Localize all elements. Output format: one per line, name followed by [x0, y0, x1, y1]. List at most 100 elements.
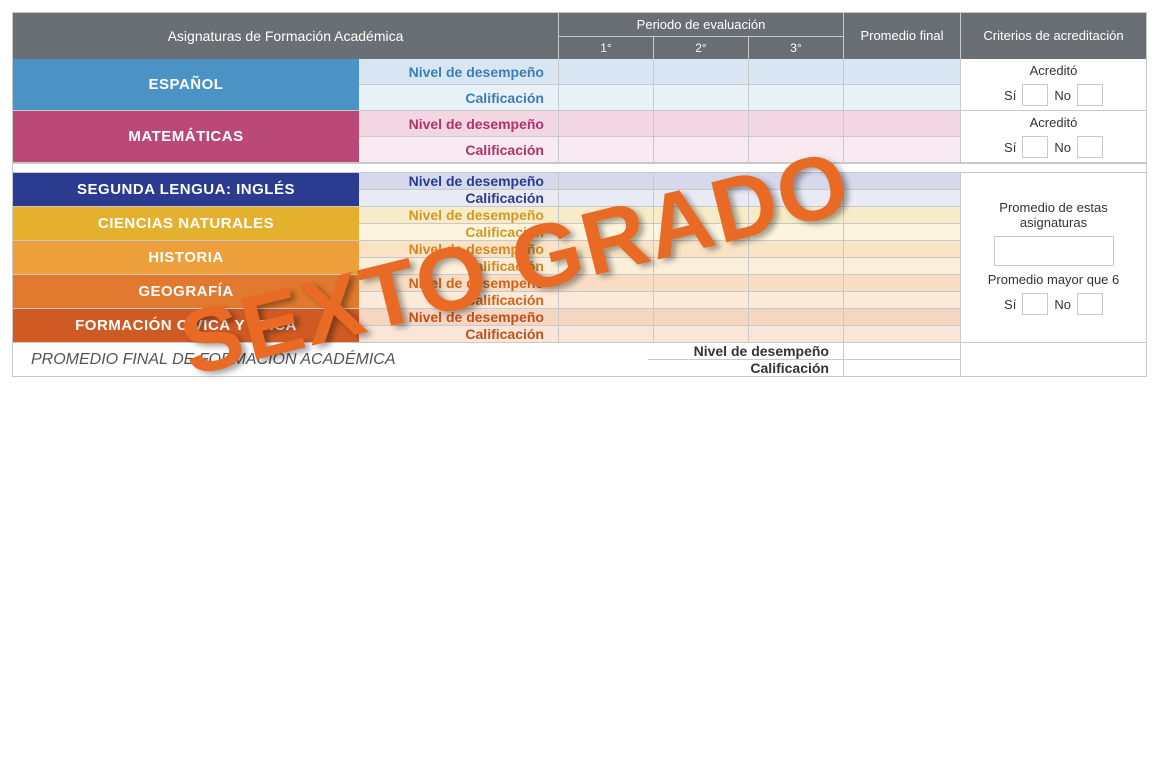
calif-final[interactable] [844, 292, 961, 308]
nivel-p3[interactable] [749, 173, 844, 189]
header-criteria: Criterios de acreditación [961, 13, 1146, 59]
subject-criteria: Acreditó Sí No [961, 111, 1146, 162]
nivel-p3[interactable] [749, 241, 844, 257]
calif-p1[interactable] [559, 137, 654, 162]
footer-nivel-label: Nivel de desempeño [648, 343, 844, 360]
nivel-p2[interactable] [654, 59, 749, 84]
subject-metrics: Nivel de desempeño Calificación [359, 59, 559, 110]
nivel-final[interactable] [844, 241, 961, 257]
header-p3: 3° [749, 37, 843, 59]
no-label: No [1054, 140, 1071, 155]
acredito-no-box[interactable] [1077, 136, 1103, 158]
nivel-final[interactable] [844, 309, 961, 325]
acredito-no-box[interactable] [1077, 84, 1103, 106]
nivel-label: Nivel de desempeño [359, 241, 559, 258]
calif-final[interactable] [844, 258, 961, 274]
nivel-p3[interactable] [749, 309, 844, 325]
header-periods: Periodo de evaluación 1° 2° 3° [559, 13, 844, 59]
footer-crit-blank [961, 343, 1146, 376]
calif-p3[interactable] [749, 224, 844, 240]
nivel-p1[interactable] [559, 173, 654, 189]
calif-p1[interactable] [559, 258, 654, 274]
nivel-p1[interactable] [559, 241, 654, 257]
calif-p2[interactable] [654, 326, 749, 342]
nivel-p3[interactable] [749, 207, 844, 223]
nivel-p2[interactable] [654, 207, 749, 223]
calif-p3[interactable] [749, 292, 844, 308]
table-header: Asignaturas de Formación Académica Perio… [13, 13, 1146, 59]
calif-final[interactable] [844, 85, 961, 110]
calif-p1[interactable] [559, 292, 654, 308]
calif-p3[interactable] [749, 137, 844, 162]
nivel-final[interactable] [844, 59, 961, 84]
acredito-si-box[interactable] [1022, 136, 1048, 158]
calif-p2[interactable] [654, 85, 749, 110]
subject-row: GEOGRAFÍA Nivel de desempeño Calificació… [13, 275, 961, 309]
header-p2: 2° [654, 37, 749, 59]
calif-final[interactable] [844, 137, 961, 162]
nivel-final[interactable] [844, 275, 961, 291]
nivel-p1[interactable] [559, 207, 654, 223]
acredito-label: Acreditó [1030, 63, 1078, 78]
nivel-final[interactable] [844, 173, 961, 189]
prom-estas-box[interactable] [994, 236, 1114, 266]
subject-name: CIENCIAS NATURALES [13, 207, 359, 240]
calif-label: Calificación [359, 292, 559, 308]
calif-p1[interactable] [559, 85, 654, 110]
nivel-final[interactable] [844, 111, 961, 136]
calif-p2[interactable] [654, 190, 749, 206]
calif-p3[interactable] [749, 190, 844, 206]
calif-p3[interactable] [749, 85, 844, 110]
calif-final[interactable] [844, 224, 961, 240]
calif-p2[interactable] [654, 137, 749, 162]
calif-p2[interactable] [654, 292, 749, 308]
nivel-p2[interactable] [654, 173, 749, 189]
nivel-p2[interactable] [654, 309, 749, 325]
footer-title: PROMEDIO FINAL DE FORMACIÓN ACADÉMICA [13, 343, 648, 376]
prom6-si-box[interactable] [1022, 293, 1048, 315]
calif-p3[interactable] [749, 326, 844, 342]
nivel-p3[interactable] [749, 59, 844, 84]
subject-row: FORMACIÓN CÍVICA Y ÉTICA Nivel de desemp… [13, 309, 961, 342]
footer-nivel-cell[interactable] [844, 343, 960, 360]
nivel-p1[interactable] [559, 59, 654, 84]
footer-cells [844, 343, 961, 376]
calif-final[interactable] [844, 326, 961, 342]
nivel-p2[interactable] [654, 241, 749, 257]
subject-metrics: Nivel de desempeño Calificación [359, 111, 559, 162]
nivel-label: Nivel de desempeño [359, 111, 559, 137]
subject-cells [559, 207, 961, 240]
calif-p1[interactable] [559, 224, 654, 240]
header-final-avg: Promedio final [844, 13, 961, 59]
nivel-p2[interactable] [654, 275, 749, 291]
nivel-p2[interactable] [654, 111, 749, 136]
nivel-p3[interactable] [749, 275, 844, 291]
calif-label: Calificación [359, 190, 559, 206]
nivel-p1[interactable] [559, 111, 654, 136]
nivel-p1[interactable] [559, 309, 654, 325]
acredito-si-box[interactable] [1022, 84, 1048, 106]
group-gap [13, 163, 1146, 173]
subject-metrics: Nivel de desempeño Calificación [359, 275, 559, 308]
calif-p3[interactable] [749, 258, 844, 274]
header-p1: 1° [559, 37, 654, 59]
nivel-label: Nivel de desempeño [359, 207, 559, 224]
calif-p2[interactable] [654, 224, 749, 240]
calif-p1[interactable] [559, 326, 654, 342]
calif-label: Calificación [359, 258, 559, 274]
nivel-label: Nivel de desempeño [359, 275, 559, 292]
calif-p1[interactable] [559, 190, 654, 206]
subject-row: SEGUNDA LENGUA: INGLÉS Nivel de desempeñ… [13, 173, 961, 207]
footer-calif-cell[interactable] [844, 360, 960, 376]
calif-p2[interactable] [654, 258, 749, 274]
acredito-label: Acreditó [1030, 115, 1078, 130]
prom-estas-label: Promedio de estas asignaturas [971, 200, 1136, 230]
nivel-p3[interactable] [749, 111, 844, 136]
subject-name: MATEMÁTICAS [13, 111, 359, 162]
nivel-p1[interactable] [559, 275, 654, 291]
subject-row: ESPAÑOL Nivel de desempeño Calificación … [13, 59, 1146, 111]
calif-final[interactable] [844, 190, 961, 206]
prom6-no-box[interactable] [1077, 293, 1103, 315]
subject-cells [559, 111, 961, 162]
nivel-final[interactable] [844, 207, 961, 223]
